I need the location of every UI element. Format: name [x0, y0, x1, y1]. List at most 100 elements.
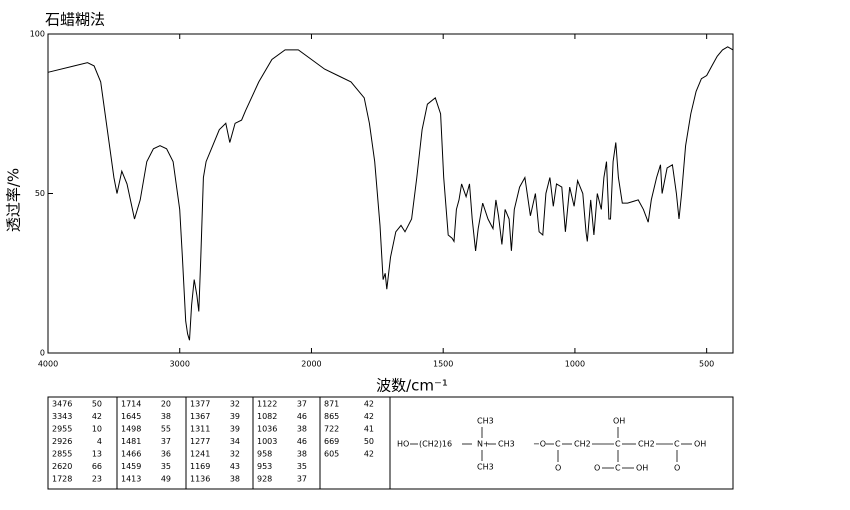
peak-wavenumber: 2620 — [52, 462, 72, 471]
peak-wavenumber: 1466 — [121, 450, 141, 459]
peak-wavenumber: 722 — [324, 425, 339, 434]
peak-transmittance: 23 — [92, 475, 102, 484]
peak-transmittance: 42 — [364, 400, 374, 409]
peak-transmittance: 35 — [161, 462, 171, 471]
y-tick-label: 100 — [30, 30, 45, 39]
peak-transmittance: 50 — [92, 400, 102, 409]
peak-transmittance: 34 — [230, 437, 240, 446]
peak-wavenumber: 1377 — [190, 400, 210, 409]
peak-wavenumber: 953 — [257, 462, 272, 471]
peak-transmittance: 49 — [161, 475, 171, 484]
peak-transmittance: 10 — [92, 425, 102, 434]
peak-wavenumber: 1241 — [190, 450, 210, 459]
peak-transmittance: 39 — [230, 412, 240, 421]
x-axis-label: 波数/cm⁻¹ — [376, 377, 448, 395]
atom-label: OH — [636, 464, 648, 473]
peak-transmittance: 35 — [297, 462, 307, 471]
atom-label: −O — [533, 440, 546, 449]
peak-wavenumber: 1498 — [121, 425, 141, 434]
peak-wavenumber: 2926 — [52, 437, 72, 446]
x-tick-label: 1000 — [565, 360, 585, 369]
structure — [410, 427, 692, 469]
peak-wavenumber: 1036 — [257, 425, 277, 434]
y-axis-label: 透过率/% — [5, 168, 23, 232]
peak-transmittance: 20 — [161, 400, 171, 409]
peak-transmittance: 37 — [161, 437, 171, 446]
peak-transmittance: 38 — [230, 475, 240, 484]
x-tick-label: 2000 — [301, 360, 321, 369]
spectrum-line — [47, 46, 734, 341]
peak-wavenumber: 865 — [324, 412, 339, 421]
peak-wavenumber: 1082 — [257, 412, 277, 421]
peak-transmittance: 42 — [92, 412, 102, 421]
plot-frame — [47, 33, 734, 354]
chart-title: 石蜡糊法 — [45, 11, 105, 29]
atom-label: HO — [397, 440, 409, 449]
peak-wavenumber: 1645 — [121, 412, 141, 421]
atom-label: OH — [694, 440, 706, 449]
peak-transmittance: 37 — [297, 400, 307, 409]
atom-label: OH — [613, 417, 625, 426]
peak-wavenumber: 958 — [257, 450, 272, 459]
peak-wavenumber: 871 — [324, 400, 339, 409]
atom-label: CH2 — [574, 440, 591, 449]
peak-transmittance: 38 — [297, 425, 307, 434]
x-tick-label: 3000 — [170, 360, 190, 369]
atom-label: C — [674, 440, 680, 449]
peak-transmittance: 66 — [92, 462, 102, 471]
peak-transmittance: 39 — [230, 425, 240, 434]
atom-label: O — [594, 464, 600, 473]
peak-wavenumber: 1481 — [121, 437, 141, 446]
peak-wavenumber: 1311 — [190, 425, 210, 434]
peak-table — [47, 396, 734, 490]
peak-wavenumber: 1169 — [190, 462, 210, 471]
atom-label: N+ — [477, 440, 490, 449]
peak-transmittance: 55 — [161, 425, 171, 434]
atom-label: O — [674, 464, 680, 473]
atom-label: CH3 — [498, 440, 515, 449]
peak-wavenumber: 2955 — [52, 425, 72, 434]
peak-transmittance: 36 — [161, 450, 171, 459]
peak-wavenumber: 1277 — [190, 437, 210, 446]
x-tick-label: 500 — [699, 360, 714, 369]
peak-transmittance: 42 — [364, 412, 374, 421]
peak-transmittance: 38 — [161, 412, 171, 421]
peak-wavenumber: 3476 — [52, 400, 72, 409]
peak-wavenumber: 1136 — [190, 475, 210, 484]
atom-label: C — [615, 464, 621, 473]
peak-transmittance: 4 — [97, 437, 102, 446]
peak-wavenumber: 1122 — [257, 400, 277, 409]
x-tick-label: 4000 — [38, 360, 58, 369]
peak-transmittance: 37 — [297, 475, 307, 484]
peak-transmittance: 32 — [230, 400, 240, 409]
peak-wavenumber: 2855 — [52, 450, 72, 459]
peak-wavenumber: 1367 — [190, 412, 210, 421]
peak-transmittance: 32 — [230, 450, 240, 459]
peak-wavenumber: 3343 — [52, 412, 72, 421]
x-tick-label: 1500 — [433, 360, 453, 369]
atom-label: C — [555, 440, 561, 449]
atom-label: (CH2)16 — [419, 440, 452, 449]
atom-label: C — [615, 440, 621, 449]
atom-label: CH2 — [638, 440, 655, 449]
peak-transmittance: 43 — [230, 462, 240, 471]
peak-wavenumber: 1714 — [121, 400, 141, 409]
peak-transmittance: 41 — [364, 425, 374, 434]
peak-transmittance: 13 — [92, 450, 102, 459]
peak-wavenumber: 1003 — [257, 437, 277, 446]
peak-transmittance: 38 — [297, 450, 307, 459]
peak-wavenumber: 605 — [324, 450, 339, 459]
y-tick-label: 0 — [40, 349, 45, 358]
atom-label: CH3 — [477, 463, 494, 472]
peak-transmittance: 46 — [297, 412, 307, 421]
peak-wavenumber: 669 — [324, 437, 339, 446]
peak-wavenumber: 1459 — [121, 462, 141, 471]
peak-wavenumber: 928 — [257, 475, 272, 484]
atom-label: CH3 — [477, 417, 494, 426]
peak-transmittance: 50 — [364, 437, 374, 446]
atom-label: O — [555, 464, 561, 473]
peak-wavenumber: 1728 — [52, 475, 72, 484]
y-tick-label: 50 — [35, 189, 45, 198]
peak-transmittance: 46 — [297, 437, 307, 446]
